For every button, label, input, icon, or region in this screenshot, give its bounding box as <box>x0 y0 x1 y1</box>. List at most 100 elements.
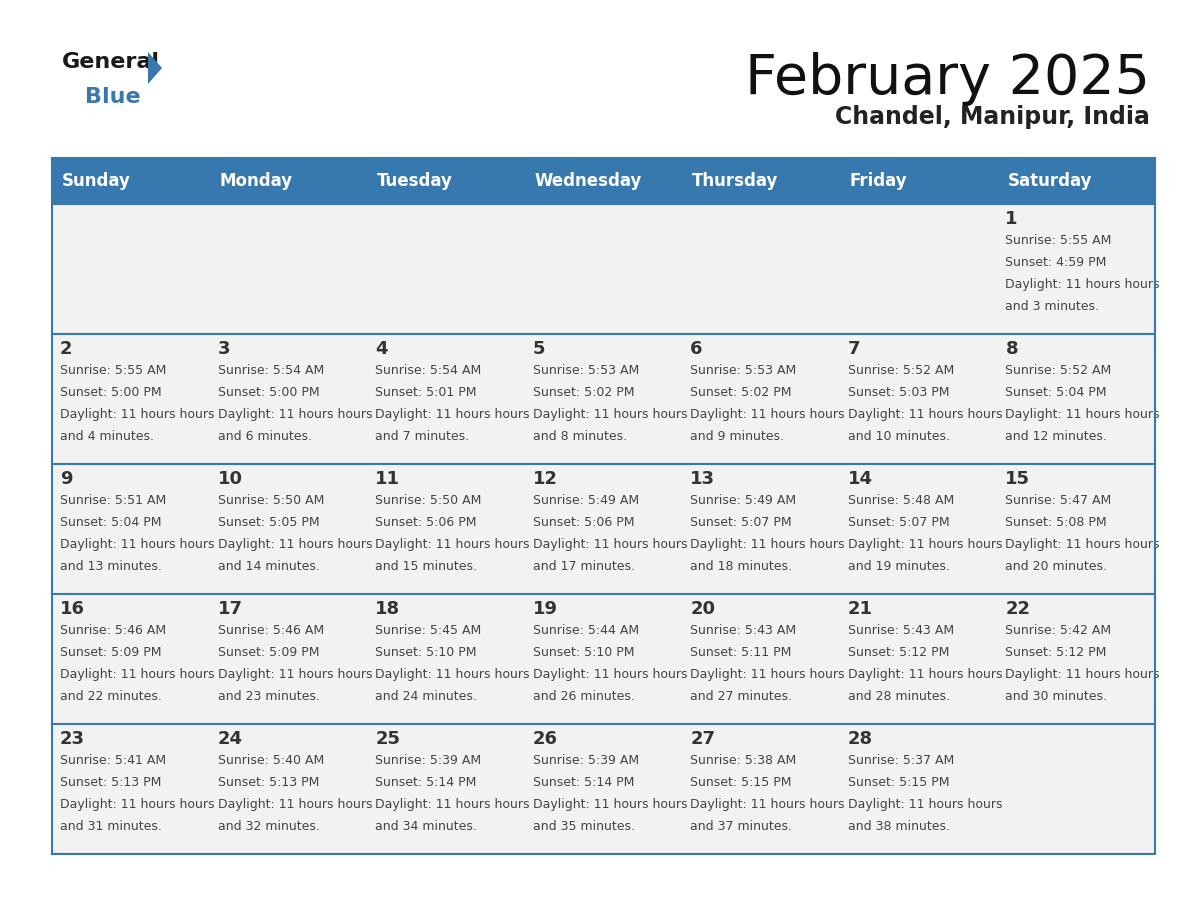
Bar <box>840 724 998 854</box>
Text: 12: 12 <box>532 470 557 488</box>
Text: Daylight: 11 hours hours: Daylight: 11 hours hours <box>532 798 687 811</box>
Bar <box>209 204 367 334</box>
Bar <box>998 724 1155 854</box>
Text: Daylight: 11 hours hours: Daylight: 11 hours hours <box>690 538 845 551</box>
Text: 13: 13 <box>690 470 715 488</box>
Text: Daylight: 11 hours hours: Daylight: 11 hours hours <box>1005 668 1159 681</box>
Text: Sunset: 5:03 PM: Sunset: 5:03 PM <box>848 386 949 399</box>
Text: 16: 16 <box>61 600 86 618</box>
Text: Sunset: 5:00 PM: Sunset: 5:00 PM <box>217 386 320 399</box>
Text: Daylight: 11 hours hours: Daylight: 11 hours hours <box>375 408 530 421</box>
Text: Daylight: 11 hours hours: Daylight: 11 hours hours <box>848 668 1003 681</box>
Text: Blue: Blue <box>86 87 140 107</box>
Text: Daylight: 11 hours hours: Daylight: 11 hours hours <box>217 668 372 681</box>
Text: Sunset: 5:09 PM: Sunset: 5:09 PM <box>61 646 162 659</box>
Text: Daylight: 11 hours hours: Daylight: 11 hours hours <box>848 798 1003 811</box>
Text: 8: 8 <box>1005 340 1018 358</box>
Text: Sunset: 5:04 PM: Sunset: 5:04 PM <box>1005 386 1107 399</box>
Text: and 3 minutes.: and 3 minutes. <box>1005 300 1099 313</box>
Text: 7: 7 <box>848 340 860 358</box>
Text: Daylight: 11 hours hours: Daylight: 11 hours hours <box>375 798 530 811</box>
Text: Sunset: 5:07 PM: Sunset: 5:07 PM <box>690 516 792 529</box>
Text: Daylight: 11 hours hours: Daylight: 11 hours hours <box>532 668 687 681</box>
Text: Daylight: 11 hours hours: Daylight: 11 hours hours <box>690 408 845 421</box>
Text: Sunrise: 5:53 AM: Sunrise: 5:53 AM <box>532 364 639 377</box>
Bar <box>209 724 367 854</box>
Text: 20: 20 <box>690 600 715 618</box>
Text: Sunrise: 5:46 AM: Sunrise: 5:46 AM <box>61 624 166 637</box>
Text: Daylight: 11 hours hours: Daylight: 11 hours hours <box>217 798 372 811</box>
Text: Friday: Friday <box>849 172 908 190</box>
Text: Sunrise: 5:48 AM: Sunrise: 5:48 AM <box>848 494 954 507</box>
Bar <box>682 594 840 724</box>
Text: 27: 27 <box>690 730 715 748</box>
Bar <box>840 594 998 724</box>
Text: Sunrise: 5:47 AM: Sunrise: 5:47 AM <box>1005 494 1112 507</box>
Text: 18: 18 <box>375 600 400 618</box>
Text: Sunrise: 5:51 AM: Sunrise: 5:51 AM <box>61 494 166 507</box>
Text: Sunset: 5:02 PM: Sunset: 5:02 PM <box>532 386 634 399</box>
Text: Sunset: 5:08 PM: Sunset: 5:08 PM <box>1005 516 1107 529</box>
Text: and 23 minutes.: and 23 minutes. <box>217 690 320 703</box>
Text: Sunset: 5:12 PM: Sunset: 5:12 PM <box>1005 646 1107 659</box>
Text: Daylight: 11 hours hours: Daylight: 11 hours hours <box>375 538 530 551</box>
Bar <box>998 334 1155 464</box>
Text: and 27 minutes.: and 27 minutes. <box>690 690 792 703</box>
Text: Monday: Monday <box>220 172 292 190</box>
Text: and 31 minutes.: and 31 minutes. <box>61 820 162 833</box>
Text: Sunset: 5:05 PM: Sunset: 5:05 PM <box>217 516 320 529</box>
Text: Daylight: 11 hours hours: Daylight: 11 hours hours <box>1005 538 1159 551</box>
Bar <box>840 334 998 464</box>
Bar <box>682 204 840 334</box>
Text: Sunrise: 5:53 AM: Sunrise: 5:53 AM <box>690 364 796 377</box>
Text: Sunrise: 5:54 AM: Sunrise: 5:54 AM <box>375 364 481 377</box>
Text: 11: 11 <box>375 470 400 488</box>
Text: Daylight: 11 hours hours: Daylight: 11 hours hours <box>61 408 215 421</box>
Text: Sunset: 5:00 PM: Sunset: 5:00 PM <box>61 386 162 399</box>
Text: Sunset: 5:13 PM: Sunset: 5:13 PM <box>217 776 318 789</box>
Bar <box>52 158 1155 204</box>
Text: 10: 10 <box>217 470 242 488</box>
Bar <box>367 204 525 334</box>
Text: and 32 minutes.: and 32 minutes. <box>217 820 320 833</box>
Text: Daylight: 11 hours hours: Daylight: 11 hours hours <box>848 538 1003 551</box>
Text: February 2025: February 2025 <box>745 52 1150 106</box>
Text: Daylight: 11 hours hours: Daylight: 11 hours hours <box>848 408 1003 421</box>
Text: 14: 14 <box>848 470 873 488</box>
Text: Sunrise: 5:43 AM: Sunrise: 5:43 AM <box>848 624 954 637</box>
Text: Sunset: 5:15 PM: Sunset: 5:15 PM <box>848 776 949 789</box>
Text: Daylight: 11 hours hours: Daylight: 11 hours hours <box>690 798 845 811</box>
Text: Sunrise: 5:55 AM: Sunrise: 5:55 AM <box>61 364 166 377</box>
Text: 15: 15 <box>1005 470 1030 488</box>
Text: Sunrise: 5:38 AM: Sunrise: 5:38 AM <box>690 754 796 767</box>
Text: and 18 minutes.: and 18 minutes. <box>690 560 792 573</box>
Text: and 38 minutes.: and 38 minutes. <box>848 820 950 833</box>
Text: and 34 minutes.: and 34 minutes. <box>375 820 478 833</box>
Text: Sunset: 5:04 PM: Sunset: 5:04 PM <box>61 516 162 529</box>
Text: Daylight: 11 hours hours: Daylight: 11 hours hours <box>61 668 215 681</box>
Text: Saturday: Saturday <box>1007 172 1092 190</box>
Text: and 22 minutes.: and 22 minutes. <box>61 690 162 703</box>
Bar <box>52 334 209 464</box>
Text: Daylight: 11 hours hours: Daylight: 11 hours hours <box>217 538 372 551</box>
Text: 28: 28 <box>848 730 873 748</box>
Text: Sunset: 5:13 PM: Sunset: 5:13 PM <box>61 776 162 789</box>
Text: Sunset: 5:01 PM: Sunset: 5:01 PM <box>375 386 476 399</box>
Text: and 19 minutes.: and 19 minutes. <box>848 560 949 573</box>
Text: Daylight: 11 hours hours: Daylight: 11 hours hours <box>61 798 215 811</box>
Text: and 4 minutes.: and 4 minutes. <box>61 430 154 443</box>
Text: Sunset: 5:12 PM: Sunset: 5:12 PM <box>848 646 949 659</box>
Text: and 14 minutes.: and 14 minutes. <box>217 560 320 573</box>
Text: and 7 minutes.: and 7 minutes. <box>375 430 469 443</box>
Text: Sunrise: 5:54 AM: Sunrise: 5:54 AM <box>217 364 324 377</box>
Text: Sunset: 5:07 PM: Sunset: 5:07 PM <box>848 516 949 529</box>
Text: Sunset: 5:02 PM: Sunset: 5:02 PM <box>690 386 791 399</box>
Text: General: General <box>62 52 160 72</box>
Text: and 10 minutes.: and 10 minutes. <box>848 430 950 443</box>
Text: Sunset: 5:06 PM: Sunset: 5:06 PM <box>375 516 476 529</box>
Bar <box>682 334 840 464</box>
Text: Daylight: 11 hours hours: Daylight: 11 hours hours <box>217 408 372 421</box>
Text: and 6 minutes.: and 6 minutes. <box>217 430 311 443</box>
Bar <box>367 724 525 854</box>
Text: 17: 17 <box>217 600 242 618</box>
